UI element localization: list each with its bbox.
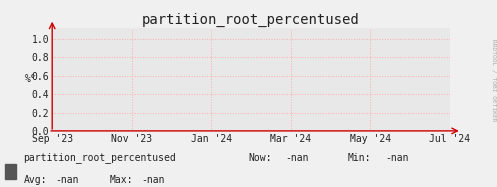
Text: Min:: Min: <box>348 153 371 163</box>
Text: Now:: Now: <box>248 153 272 163</box>
Text: Avg:: Avg: <box>23 174 47 185</box>
Text: RRDTOOL / TOBI OETIKER: RRDTOOL / TOBI OETIKER <box>491 39 496 122</box>
Text: partition_root_percentused: partition_root_percentused <box>23 153 176 163</box>
Y-axis label: %°: %° <box>24 74 36 85</box>
Text: Max:: Max: <box>109 174 133 185</box>
Text: -nan: -nan <box>56 174 79 185</box>
Text: -nan: -nan <box>385 153 409 163</box>
Text: -nan: -nan <box>286 153 309 163</box>
Title: partition_root_percentused: partition_root_percentused <box>142 13 360 27</box>
Text: -nan: -nan <box>142 174 165 185</box>
